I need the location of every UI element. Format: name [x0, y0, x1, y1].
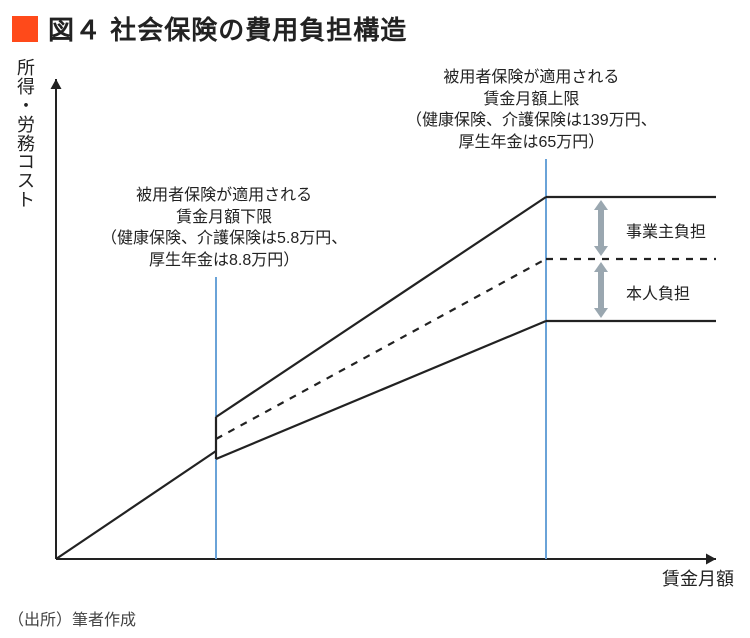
- annot-lower-l3: （健康保険、介護保険は5.8万円、: [101, 228, 347, 250]
- chart-area: 所得・労務コスト 被用者保険が適用される賃金月額下限（健康保険、介護保険は5.8…: [16, 59, 734, 589]
- annot-lower-l2: 賃金月額下限: [101, 207, 347, 229]
- source-note: （出所）筆者作成: [8, 606, 136, 630]
- annot-upper-l3: （健康保険、介護保険は139万円、: [406, 110, 657, 132]
- annot-upper-l2: 賃金月額上限: [406, 89, 657, 111]
- x-axis-label: 賃金月額: [662, 565, 734, 591]
- title-marker: [12, 16, 38, 42]
- annot-lower-l4: 厚生年金は8.8万円）: [101, 250, 347, 272]
- band-label-employer: 事業主負担: [626, 218, 706, 242]
- figure-title: 図４ 社会保険の費用負担構造: [48, 10, 407, 47]
- y-axis-label: 所得・労務コスト: [16, 59, 36, 210]
- annotation-lower-threshold: 被用者保険が適用される賃金月額下限（健康保険、介護保険は5.8万円、厚生年金は8…: [101, 185, 347, 271]
- band-label-employee: 本人負担: [626, 280, 690, 304]
- annot-lower-l1: 被用者保険が適用される: [101, 185, 347, 207]
- annot-upper-l4: 厚生年金は65万円）: [406, 132, 657, 154]
- annotation-upper-threshold: 被用者保険が適用される賃金月額上限（健康保険、介護保険は139万円、厚生年金は6…: [406, 67, 657, 153]
- annot-upper-l1: 被用者保険が適用される: [406, 67, 657, 89]
